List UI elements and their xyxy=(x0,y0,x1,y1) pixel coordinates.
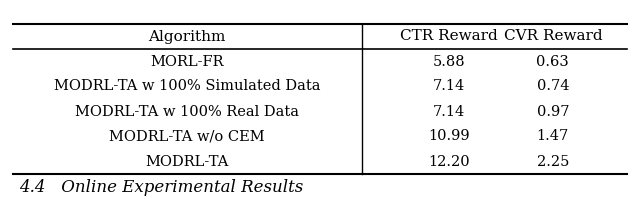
Text: Algorithm: Algorithm xyxy=(148,29,226,44)
Text: MODRL-TA w 100% Simulated Data: MODRL-TA w 100% Simulated Data xyxy=(54,79,321,94)
Text: CVR Reward: CVR Reward xyxy=(504,29,602,44)
Text: 7.14: 7.14 xyxy=(433,79,465,94)
Text: 1.47: 1.47 xyxy=(537,130,569,144)
Text: 2.25: 2.25 xyxy=(537,154,569,168)
Text: 5.88: 5.88 xyxy=(433,54,465,68)
Text: 7.14: 7.14 xyxy=(433,104,465,118)
Text: MODRL-TA w/o CEM: MODRL-TA w/o CEM xyxy=(109,130,265,144)
Text: MORL-FR: MORL-FR xyxy=(150,54,224,68)
Text: CTR Reward: CTR Reward xyxy=(401,29,498,44)
Text: MODRL-TA w 100% Real Data: MODRL-TA w 100% Real Data xyxy=(76,104,300,118)
Text: 0.63: 0.63 xyxy=(536,54,569,68)
Text: 4.4   Online Experimental Results: 4.4 Online Experimental Results xyxy=(19,179,303,196)
Text: 0.97: 0.97 xyxy=(536,104,569,118)
Text: 12.20: 12.20 xyxy=(428,154,470,168)
Text: MODRL-TA: MODRL-TA xyxy=(145,154,229,168)
Text: 10.99: 10.99 xyxy=(428,130,470,144)
Text: 0.74: 0.74 xyxy=(536,79,569,94)
